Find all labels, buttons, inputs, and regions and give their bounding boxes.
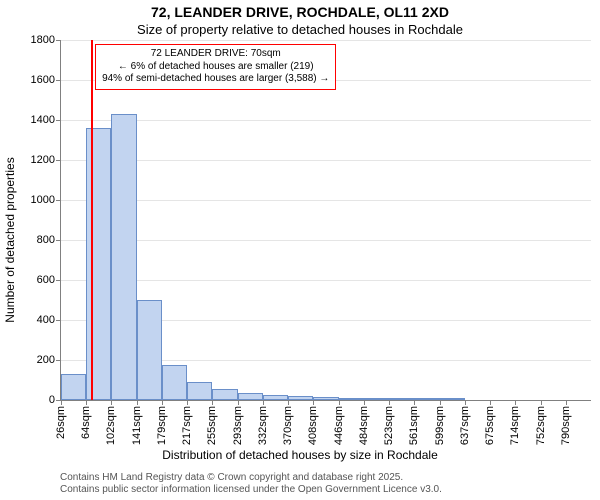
x-tick bbox=[238, 400, 239, 405]
y-tick bbox=[56, 280, 61, 281]
x-tick-label: 141sqm bbox=[131, 406, 143, 445]
y-tick-label: 800 bbox=[37, 234, 55, 246]
x-tick-label: 293sqm bbox=[232, 406, 244, 445]
x-tick bbox=[162, 400, 163, 405]
x-tick bbox=[313, 400, 314, 405]
x-tick-label: 714sqm bbox=[509, 406, 521, 445]
x-tick-label: 370sqm bbox=[282, 406, 294, 445]
x-tick bbox=[541, 400, 542, 405]
y-tick bbox=[56, 200, 61, 201]
histogram-bar bbox=[238, 393, 263, 400]
gridline bbox=[61, 120, 591, 121]
gridline bbox=[61, 240, 591, 241]
x-tick-label: 26sqm bbox=[55, 406, 67, 439]
x-tick bbox=[465, 400, 466, 405]
y-tick bbox=[56, 240, 61, 241]
annotation-line-2: 94% of semi-detached houses are larger (… bbox=[102, 73, 329, 86]
x-tick-label: 64sqm bbox=[80, 406, 92, 439]
gridline bbox=[61, 160, 591, 161]
x-tick bbox=[61, 400, 62, 405]
x-tick bbox=[212, 400, 213, 405]
attribution-text: Contains HM Land Registry data © Crown c… bbox=[60, 472, 442, 496]
gridline bbox=[61, 40, 591, 41]
attribution-line1: Contains HM Land Registry data © Crown c… bbox=[60, 472, 442, 484]
x-tick-label: 102sqm bbox=[105, 406, 117, 445]
y-tick bbox=[56, 360, 61, 361]
x-tick-label: 408sqm bbox=[307, 406, 319, 445]
histogram-bar bbox=[389, 398, 414, 400]
y-tick-label: 1200 bbox=[31, 154, 55, 166]
histogram-bar bbox=[339, 398, 364, 400]
x-tick bbox=[566, 400, 567, 405]
annotation-line-1: ← 6% of detached houses are smaller (219… bbox=[102, 61, 329, 74]
annotation-line-0: 72 LEANDER DRIVE: 70sqm bbox=[102, 48, 329, 61]
chart-title-line2: Size of property relative to detached ho… bbox=[0, 22, 600, 37]
y-tick bbox=[56, 320, 61, 321]
annotation-box: 72 LEANDER DRIVE: 70sqm← 6% of detached … bbox=[95, 44, 336, 90]
y-axis-label: Number of detached properties bbox=[3, 157, 17, 322]
histogram-bar bbox=[111, 114, 136, 400]
x-tick bbox=[288, 400, 289, 405]
histogram-bar bbox=[187, 382, 212, 400]
y-tick-label: 200 bbox=[37, 354, 55, 366]
x-tick-label: 255sqm bbox=[206, 406, 218, 445]
x-tick-label: 675sqm bbox=[484, 406, 496, 445]
y-tick-label: 1400 bbox=[31, 114, 55, 126]
histogram-bar bbox=[313, 397, 338, 400]
property-marker-line bbox=[91, 40, 93, 400]
x-tick bbox=[339, 400, 340, 405]
histogram-bar bbox=[212, 389, 237, 400]
x-tick-label: 637sqm bbox=[459, 406, 471, 445]
y-tick bbox=[56, 80, 61, 81]
histogram-bar bbox=[440, 398, 465, 400]
x-tick bbox=[111, 400, 112, 405]
histogram-bar bbox=[263, 395, 288, 400]
x-tick bbox=[440, 400, 441, 405]
y-tick-label: 1800 bbox=[31, 34, 55, 46]
x-tick-label: 523sqm bbox=[383, 406, 395, 445]
y-tick bbox=[56, 120, 61, 121]
gridline bbox=[61, 280, 591, 281]
y-tick-label: 1600 bbox=[31, 74, 55, 86]
x-tick-label: 790sqm bbox=[560, 406, 572, 445]
y-tick-label: 600 bbox=[37, 274, 55, 286]
chart-container: 72, LEANDER DRIVE, ROCHDALE, OL11 2XD Si… bbox=[0, 0, 600, 500]
x-tick-label: 332sqm bbox=[257, 406, 269, 445]
x-tick bbox=[187, 400, 188, 405]
histogram-bar bbox=[61, 374, 86, 400]
x-tick-label: 599sqm bbox=[434, 406, 446, 445]
chart-title-line1: 72, LEANDER DRIVE, ROCHDALE, OL11 2XD bbox=[0, 4, 600, 20]
x-tick bbox=[364, 400, 365, 405]
x-tick bbox=[389, 400, 390, 405]
x-tick bbox=[414, 400, 415, 405]
x-tick-label: 484sqm bbox=[358, 406, 370, 445]
histogram-bar bbox=[137, 300, 162, 400]
x-tick bbox=[263, 400, 264, 405]
plot-area: 02004006008001000120014001600180026sqm64… bbox=[60, 40, 591, 401]
x-axis-label: Distribution of detached houses by size … bbox=[0, 448, 600, 462]
y-tick-label: 1000 bbox=[31, 194, 55, 206]
attribution-line2: Contains public sector information licen… bbox=[60, 484, 442, 496]
x-tick-label: 561sqm bbox=[408, 406, 420, 445]
x-tick bbox=[137, 400, 138, 405]
x-tick-label: 446sqm bbox=[333, 406, 345, 445]
y-tick-label: 400 bbox=[37, 314, 55, 326]
histogram-bar bbox=[364, 398, 389, 400]
gridline bbox=[61, 200, 591, 201]
x-tick bbox=[515, 400, 516, 405]
x-tick-label: 752sqm bbox=[535, 406, 547, 445]
y-tick-label: 0 bbox=[49, 394, 55, 406]
y-tick bbox=[56, 40, 61, 41]
x-tick bbox=[86, 400, 87, 405]
x-tick-label: 179sqm bbox=[156, 406, 168, 445]
histogram-bar bbox=[288, 396, 313, 400]
histogram-bar bbox=[162, 365, 187, 400]
x-tick-label: 217sqm bbox=[181, 406, 193, 445]
x-tick bbox=[490, 400, 491, 405]
y-tick bbox=[56, 160, 61, 161]
histogram-bar bbox=[414, 398, 439, 400]
